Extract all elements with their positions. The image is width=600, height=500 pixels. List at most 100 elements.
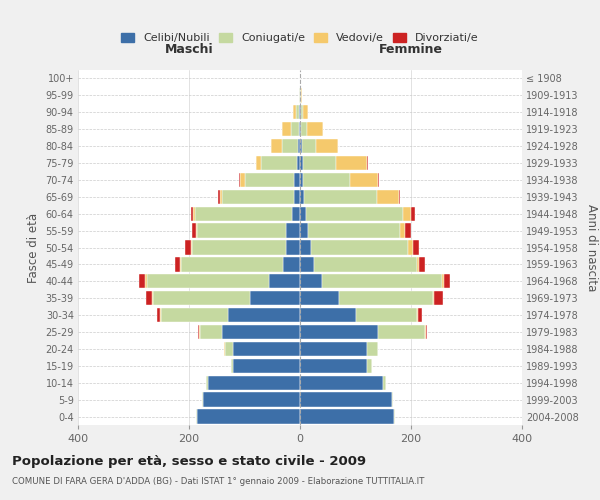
Bar xyxy=(175,257,179,272)
Bar xyxy=(416,308,418,322)
Bar xyxy=(293,105,296,120)
Bar xyxy=(196,410,197,424)
Bar xyxy=(300,392,392,407)
Bar xyxy=(300,308,355,322)
Bar xyxy=(355,308,416,322)
Bar xyxy=(296,105,299,120)
Bar xyxy=(367,156,368,170)
Bar xyxy=(295,172,300,187)
Bar xyxy=(300,291,339,306)
Bar xyxy=(300,190,304,204)
Bar xyxy=(303,172,350,187)
Bar xyxy=(225,342,233,356)
Bar xyxy=(403,206,411,221)
Bar xyxy=(383,376,386,390)
Bar xyxy=(300,224,308,238)
Bar xyxy=(206,376,208,390)
Bar xyxy=(245,172,295,187)
Bar xyxy=(153,291,250,306)
Bar xyxy=(299,122,300,136)
Bar xyxy=(304,190,377,204)
Bar xyxy=(300,122,301,136)
Bar xyxy=(192,240,286,254)
Bar xyxy=(339,291,433,306)
Bar xyxy=(301,105,303,120)
Bar xyxy=(283,257,300,272)
Bar xyxy=(311,240,408,254)
Bar xyxy=(305,206,403,221)
Bar xyxy=(322,274,442,288)
Bar xyxy=(185,240,191,254)
Bar xyxy=(300,342,367,356)
Bar xyxy=(295,190,300,204)
Bar xyxy=(194,206,292,221)
Bar xyxy=(233,342,300,356)
Bar xyxy=(426,325,427,339)
Bar xyxy=(193,206,194,221)
Bar xyxy=(302,139,316,154)
Bar xyxy=(161,308,228,322)
Bar xyxy=(367,358,372,373)
Bar xyxy=(224,342,225,356)
Bar xyxy=(300,105,301,120)
Bar xyxy=(419,257,425,272)
Bar xyxy=(160,308,161,322)
Bar xyxy=(297,156,300,170)
Bar xyxy=(367,342,378,356)
Bar xyxy=(198,325,199,339)
Bar xyxy=(196,224,197,238)
Bar xyxy=(191,240,192,254)
Bar xyxy=(299,105,300,120)
Bar xyxy=(292,206,300,221)
Bar xyxy=(399,190,400,204)
Bar xyxy=(152,291,153,306)
Bar xyxy=(300,156,303,170)
Bar xyxy=(406,224,411,238)
Bar xyxy=(191,206,193,221)
Bar xyxy=(411,206,415,221)
Y-axis label: Fasce di età: Fasce di età xyxy=(27,212,40,282)
Bar xyxy=(303,156,336,170)
Bar xyxy=(314,257,416,272)
Bar xyxy=(199,325,200,339)
Bar xyxy=(300,206,305,221)
Bar xyxy=(202,392,203,407)
Bar xyxy=(336,156,367,170)
Bar xyxy=(378,172,379,187)
Bar xyxy=(179,257,181,272)
Bar xyxy=(282,122,290,136)
Bar xyxy=(218,190,220,204)
Bar xyxy=(200,325,223,339)
Bar xyxy=(408,240,413,254)
Bar xyxy=(298,139,300,154)
Bar xyxy=(233,358,300,373)
Legend: Celibi/Nubili, Coniugati/e, Vedovi/e, Divorziati/e: Celibi/Nubili, Coniugati/e, Vedovi/e, Di… xyxy=(118,30,482,46)
Bar xyxy=(145,274,148,288)
Bar xyxy=(240,172,245,187)
Bar xyxy=(377,190,399,204)
Bar xyxy=(378,325,425,339)
Bar xyxy=(228,308,300,322)
Bar xyxy=(197,410,300,424)
Bar xyxy=(300,410,394,424)
Bar xyxy=(413,240,419,254)
Bar xyxy=(307,122,323,136)
Bar xyxy=(300,172,303,187)
Bar xyxy=(425,325,426,339)
Text: COMUNE DI FARA GERA D'ADDA (BG) - Dati ISTAT 1° gennaio 2009 - Elaborazione TUTT: COMUNE DI FARA GERA D'ADDA (BG) - Dati I… xyxy=(12,478,424,486)
Bar xyxy=(316,139,338,154)
Bar xyxy=(300,240,311,254)
Bar xyxy=(203,392,300,407)
Bar xyxy=(222,190,295,204)
Bar xyxy=(269,274,300,288)
Bar xyxy=(157,308,160,322)
Bar xyxy=(300,139,302,154)
Bar xyxy=(239,172,240,187)
Bar xyxy=(148,274,269,288)
Bar xyxy=(301,122,307,136)
Bar xyxy=(261,156,297,170)
Bar xyxy=(286,224,300,238)
Bar xyxy=(220,190,223,204)
Bar xyxy=(286,240,300,254)
Bar xyxy=(301,88,302,102)
